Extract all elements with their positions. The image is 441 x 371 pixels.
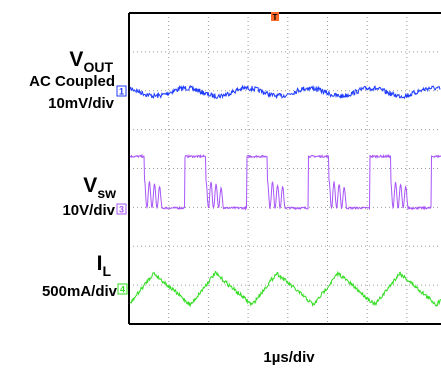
il-label: IL bbox=[97, 252, 112, 279]
vout-label: VOUT bbox=[69, 48, 113, 75]
vsw-label-main: V bbox=[83, 174, 97, 197]
channel-marker-label: 4 bbox=[120, 285, 125, 295]
grid bbox=[129, 13, 441, 324]
channel-marker-4: 4 bbox=[117, 283, 128, 295]
vsw-trace bbox=[128, 153, 441, 211]
vsw-scale: 10V/div bbox=[62, 202, 115, 219]
il-label-main: I bbox=[97, 252, 103, 275]
frame bbox=[128, 12, 441, 325]
il-trace bbox=[128, 270, 441, 308]
vsw-label: VSW bbox=[83, 174, 116, 201]
vout-scale: 10mV/div bbox=[48, 95, 115, 112]
x-axis-label: 1µs/div bbox=[263, 349, 315, 366]
vout-trace bbox=[128, 84, 441, 100]
vsw-label-sub: SW bbox=[97, 185, 116, 201]
vout-coupling: AC Coupled bbox=[29, 73, 115, 90]
channel-marker-3: 3 bbox=[116, 203, 127, 215]
channel-marker-label: 1 bbox=[119, 87, 124, 97]
trigger-marker: T bbox=[271, 12, 279, 22]
channel-marker-label: 3 bbox=[119, 205, 124, 215]
trigger-marker-label: T bbox=[273, 13, 278, 22]
traces bbox=[128, 84, 441, 308]
il-label-sub: L bbox=[102, 263, 111, 279]
vout-label-main: V bbox=[69, 48, 83, 71]
il-scale: 500mA/div bbox=[42, 283, 118, 300]
markers: 1 3 4 bbox=[116, 85, 128, 295]
channel-marker-1: 1 bbox=[116, 85, 127, 97]
vout-label-sub: OUT bbox=[83, 59, 113, 75]
